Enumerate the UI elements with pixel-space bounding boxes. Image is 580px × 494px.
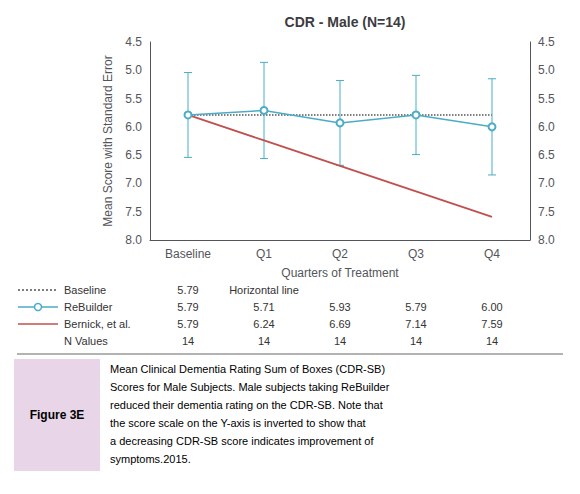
- svg-text:Q2: Q2: [332, 247, 348, 261]
- svg-text:Bernick, et al.: Bernick, et al.: [64, 318, 131, 330]
- svg-text:Q3: Q3: [408, 247, 424, 261]
- svg-text:6.00: 6.00: [481, 301, 502, 313]
- svg-text:6.69: 6.69: [329, 318, 350, 330]
- svg-text:14: 14: [182, 335, 194, 347]
- svg-text:6.0: 6.0: [538, 120, 555, 134]
- svg-text:7.0: 7.0: [538, 176, 555, 190]
- svg-text:Mean Score with Standard Error: Mean Score with Standard Error: [101, 55, 115, 226]
- svg-text:Baseline: Baseline: [165, 247, 211, 261]
- svg-text:7.14: 7.14: [405, 318, 426, 330]
- svg-text:5.79: 5.79: [405, 301, 426, 313]
- svg-text:5.79: 5.79: [177, 301, 198, 313]
- svg-text:Baseline: Baseline: [64, 284, 106, 296]
- svg-text:ReBuilder: ReBuilder: [64, 301, 113, 313]
- svg-text:Figure 3E: Figure 3E: [30, 408, 85, 422]
- svg-text:Q4: Q4: [484, 247, 500, 261]
- svg-text:7.5: 7.5: [125, 205, 142, 219]
- svg-text:14: 14: [258, 335, 270, 347]
- svg-text:the score scale on the Y-axis: the score scale on the Y-axis is inverte…: [110, 417, 366, 429]
- svg-text:5.5: 5.5: [125, 92, 142, 106]
- svg-text:6.24: 6.24: [253, 318, 274, 330]
- svg-text:6.0: 6.0: [125, 120, 142, 134]
- svg-text:5.93: 5.93: [329, 301, 350, 313]
- svg-text:4.5: 4.5: [538, 35, 555, 49]
- svg-text:reduced their dementia rating: reduced their dementia rating on the CDR…: [110, 399, 383, 411]
- svg-text:6.5: 6.5: [125, 148, 142, 162]
- svg-text:14: 14: [334, 335, 346, 347]
- svg-text:5.79: 5.79: [177, 284, 198, 296]
- svg-text:5.0: 5.0: [538, 63, 555, 77]
- svg-text:4.5: 4.5: [125, 35, 142, 49]
- svg-text:6.5: 6.5: [538, 148, 555, 162]
- svg-text:Quarters of Treatment: Quarters of Treatment: [281, 266, 399, 280]
- svg-text:symptoms.2015.: symptoms.2015.: [110, 453, 191, 465]
- svg-text:N Values: N Values: [64, 335, 108, 347]
- svg-text:Scores for Male Subjects. Male: Scores for Male Subjects. Male subjects …: [110, 381, 390, 393]
- svg-text:7.5: 7.5: [538, 205, 555, 219]
- svg-text:Horizontal line: Horizontal line: [229, 284, 299, 296]
- svg-text:5.79: 5.79: [177, 318, 198, 330]
- svg-text:14: 14: [410, 335, 422, 347]
- svg-text:7.0: 7.0: [125, 176, 142, 190]
- svg-text:5.0: 5.0: [125, 63, 142, 77]
- svg-text:5.71: 5.71: [253, 301, 274, 313]
- svg-text:14: 14: [486, 335, 498, 347]
- svg-text:8.0: 8.0: [538, 233, 555, 247]
- svg-text:Q1: Q1: [256, 247, 272, 261]
- svg-text:7.59: 7.59: [481, 318, 502, 330]
- svg-text:5.5: 5.5: [538, 92, 555, 106]
- svg-text:CDR - Male (N=14): CDR - Male (N=14): [285, 14, 406, 30]
- svg-text:a decreasing CDR-SB score indi: a decreasing CDR-SB score indicates impr…: [110, 435, 374, 447]
- svg-text:8.0: 8.0: [125, 233, 142, 247]
- svg-text:Mean Clinical Dementia Rating: Mean Clinical Dementia Rating Sum of Box…: [110, 363, 385, 375]
